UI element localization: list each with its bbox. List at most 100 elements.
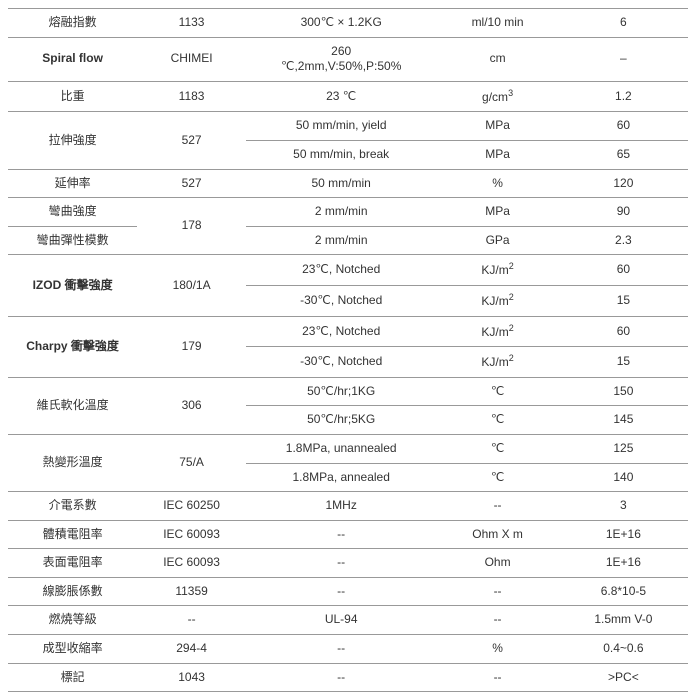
cell: 拉伸強度	[8, 112, 137, 169]
cell: 1043	[137, 663, 246, 692]
cell: 維氏軟化溫度	[8, 377, 137, 434]
cell: KJ/m2	[436, 285, 558, 316]
table-body: 熔融指數1133300℃ × 1.2KGml/10 min6Spiral flo…	[8, 9, 688, 692]
cell: 140	[559, 463, 688, 492]
cell: 介電系數	[8, 492, 137, 521]
cell: 150	[559, 377, 688, 406]
cell: 145	[559, 406, 688, 435]
table-row: 體積電阻率IEC 60093--Ohm X m1E+16	[8, 520, 688, 549]
cell: 527	[137, 169, 246, 198]
cell: 50 mm/min, break	[246, 140, 436, 169]
cell: IEC 60250	[137, 492, 246, 521]
cell: 6.8*10-5	[559, 577, 688, 606]
cell: 1E+16	[559, 520, 688, 549]
cell: 6	[559, 9, 688, 38]
cell: -30℃, Notched	[246, 347, 436, 378]
table-row: 拉伸強度52750 mm/min, yieldMPa60	[8, 112, 688, 141]
cell: 120	[559, 169, 688, 198]
cell: 294-4	[137, 635, 246, 664]
cell: ml/10 min	[436, 9, 558, 38]
cell: --	[246, 635, 436, 664]
cell: cm	[436, 37, 558, 81]
cell: g/cm3	[436, 81, 558, 112]
cell: 50 mm/min	[246, 169, 436, 198]
cell: ℃	[436, 377, 558, 406]
cell: 熱變形溫度	[8, 434, 137, 491]
cell: 11359	[137, 577, 246, 606]
cell: 15	[559, 285, 688, 316]
cell: MPa	[436, 112, 558, 141]
table-row: 介電系數IEC 602501MHz--3	[8, 492, 688, 521]
cell: 熔融指數	[8, 9, 137, 38]
cell: 燃燒等級	[8, 606, 137, 635]
cell: 527	[137, 112, 246, 169]
cell: 300℃ × 1.2KG	[246, 9, 436, 38]
cell: 成型收縮率	[8, 635, 137, 664]
cell: 75/A	[137, 434, 246, 491]
cell: IZOD 衝擊強度	[8, 255, 137, 316]
table-row: 彎曲彈性模數 2 mm/minGPa2.3	[8, 226, 688, 255]
cell: 1.2	[559, 81, 688, 112]
cell: 260℃,2mm,V:50%,P:50%	[246, 37, 436, 81]
cell: 1.8MPa, annealed	[246, 463, 436, 492]
cell: IEC 60093	[137, 520, 246, 549]
cell: 306	[137, 377, 246, 434]
cell: --	[436, 492, 558, 521]
cell: 60	[559, 255, 688, 286]
cell: 延伸率	[8, 169, 137, 198]
cell: --	[246, 520, 436, 549]
cell: 線膨脹係數	[8, 577, 137, 606]
cell: 彎曲強度	[8, 198, 137, 227]
cell: MPa	[436, 140, 558, 169]
cell: 0.4~0.6	[559, 635, 688, 664]
cell: Ohm	[436, 549, 558, 578]
cell: 23℃, Notched	[246, 316, 436, 347]
cell: 23 ℃	[246, 81, 436, 112]
cell: 標記	[8, 663, 137, 692]
cell: Ohm X m	[436, 520, 558, 549]
cell: 15	[559, 347, 688, 378]
cell: 65	[559, 140, 688, 169]
cell: ℃	[436, 406, 558, 435]
cell: 50℃/hr;5KG	[246, 406, 436, 435]
cell: KJ/m2	[436, 347, 558, 378]
cell: --	[246, 663, 436, 692]
cell: -30℃, Notched	[246, 285, 436, 316]
cell: 1MHz	[246, 492, 436, 521]
table-row: 延伸率52750 mm/min%120	[8, 169, 688, 198]
cell: 178	[137, 198, 246, 255]
cell: >PC<	[559, 663, 688, 692]
table-row: 彎曲強度1782 mm/minMPa90	[8, 198, 688, 227]
cell: 179	[137, 316, 246, 377]
cell: --	[137, 606, 246, 635]
cell: 1E+16	[559, 549, 688, 578]
cell: 50℃/hr;1KG	[246, 377, 436, 406]
table-row: 燃燒等級--UL-94--1.5mm V-0	[8, 606, 688, 635]
cell: 1.8MPa, unannealed	[246, 434, 436, 463]
cell: 125	[559, 434, 688, 463]
table-row: 成型收縮率294-4--%0.4~0.6	[8, 635, 688, 664]
cell: 比重	[8, 81, 137, 112]
cell: GPa	[436, 226, 558, 255]
cell: 60	[559, 316, 688, 347]
table-row: 維氏軟化溫度30650℃/hr;1KG℃150	[8, 377, 688, 406]
cell: KJ/m2	[436, 255, 558, 286]
cell: UL-94	[246, 606, 436, 635]
cell: IEC 60093	[137, 549, 246, 578]
cell: 體積電阻率	[8, 520, 137, 549]
table-row: 標記1043---->PC<	[8, 663, 688, 692]
properties-table: 熔融指數1133300℃ × 1.2KGml/10 min6Spiral flo…	[8, 8, 688, 692]
cell: 1183	[137, 81, 246, 112]
cell: 2 mm/min	[246, 198, 436, 227]
cell: 90	[559, 198, 688, 227]
cell: 1.5mm V-0	[559, 606, 688, 635]
cell: 彎曲彈性模數	[8, 226, 137, 255]
cell: 2.3	[559, 226, 688, 255]
cell: 1133	[137, 9, 246, 38]
table-row: Spiral flowCHIMEI260℃,2mm,V:50%,P:50%cm–	[8, 37, 688, 81]
cell: --	[436, 663, 558, 692]
table-row: 線膨脹係數11359----6.8*10-5	[8, 577, 688, 606]
cell: 180/1A	[137, 255, 246, 316]
cell: 2 mm/min	[246, 226, 436, 255]
cell: --	[246, 549, 436, 578]
